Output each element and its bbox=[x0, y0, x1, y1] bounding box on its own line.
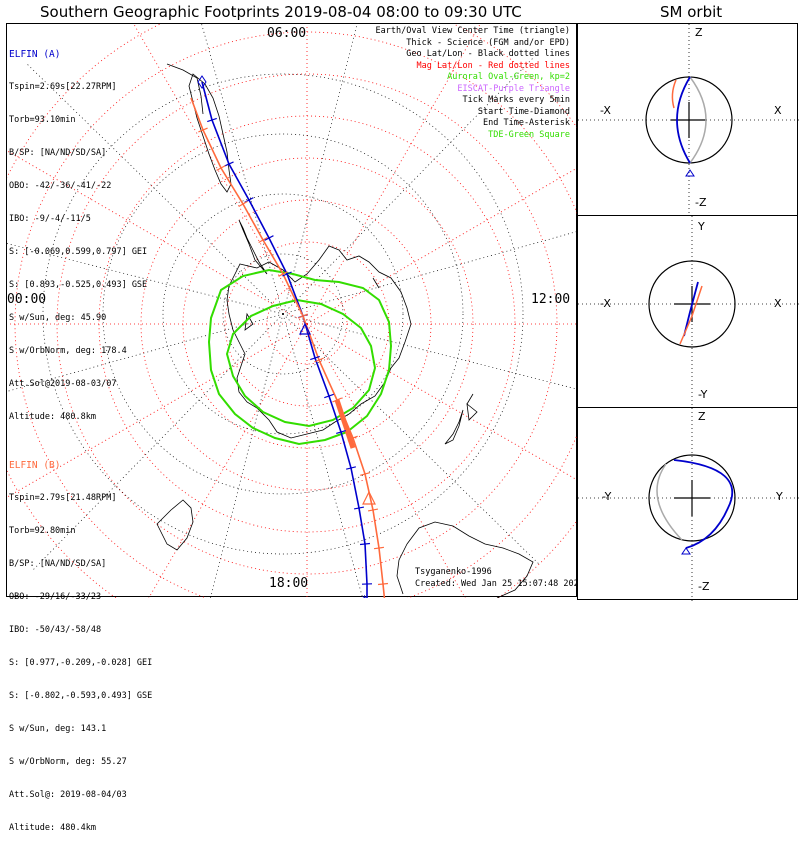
sm-orbit-plot bbox=[578, 24, 799, 217]
elfin-b-line: Tspin=2.79s[21.48RPM] bbox=[9, 493, 152, 504]
axis-label-bottom: -Y bbox=[698, 388, 707, 401]
legend-item: End Time-Asterisk bbox=[376, 118, 570, 130]
elfin-b-line: S: [0.977,-0.209,-0.028] GEI bbox=[9, 658, 152, 669]
elfin-b-line: S w/OrbNorm, deg: 55.27 bbox=[9, 757, 152, 768]
map-legend: Earth/Oval View Center Time (triangle)Th… bbox=[376, 26, 570, 141]
sm-orbit-panel-yz: Z -Z -Y Y bbox=[577, 407, 798, 600]
elfin-b-info: ELFIN (B) Tspin=2.79s[21.48RPM] Torb=92.… bbox=[9, 438, 152, 856]
geo-lon-line bbox=[283, 24, 372, 314]
elfin-a-track bbox=[202, 82, 367, 598]
sm-orbit-plot bbox=[578, 408, 799, 601]
geo-lon-line bbox=[194, 314, 283, 598]
elfin-b-line: S w/Sun, deg: 143.1 bbox=[9, 724, 152, 735]
elfin-a-line: S w/OrbNorm, deg: 178.4 bbox=[9, 346, 147, 357]
axis-label-right: X bbox=[774, 297, 782, 310]
legend-item: Thick - Science (FGM and/or EPD) bbox=[376, 38, 570, 50]
elfin-b-header: ELFIN (B) bbox=[9, 460, 152, 471]
elfin-a-info: ELFIN (A) Tspin=2.69s[22.27RPM] Torb=93.… bbox=[9, 27, 147, 445]
sm-orbit-plot bbox=[578, 216, 799, 409]
model-credit: Tsyganenko-1996 bbox=[415, 567, 492, 578]
elfin-a-end-asterisk: * bbox=[361, 593, 368, 598]
axis-label-left: -X bbox=[600, 104, 611, 117]
elfin-b-science-segment bbox=[337, 400, 353, 448]
axis-label-bottom: -Z bbox=[698, 580, 710, 593]
axis-label-right: X bbox=[774, 104, 782, 117]
elfin-a-header: ELFIN (A) bbox=[9, 49, 147, 60]
axis-label-top: Z bbox=[698, 410, 706, 423]
axis-label-right: Y bbox=[776, 490, 783, 503]
axis-label-top: Y bbox=[698, 220, 705, 233]
elfin-a-line: S: [-0.069,0.599,0.797] GEI bbox=[9, 247, 147, 258]
elfin-b-line: OBO: -29/16/-33/23 bbox=[9, 592, 152, 603]
elfin-b-tick bbox=[378, 583, 388, 584]
axis-label-left: -Y bbox=[602, 490, 611, 503]
elfin-b-line: S: [-0.802,-0.593,0.493] GSE bbox=[9, 691, 152, 702]
coastlines bbox=[157, 64, 533, 598]
axis-label-bottom: -Z bbox=[695, 196, 707, 209]
south-america-coast-2 bbox=[167, 64, 203, 114]
elfin-b-orbit bbox=[680, 286, 702, 344]
auroral-oval-inner bbox=[227, 300, 375, 426]
elfin-b-line: Att.Sol@: 2019-08-04/03 bbox=[9, 790, 152, 801]
africa-coast bbox=[157, 500, 193, 550]
sm-orbit-panel-xz: Z -Z -X X bbox=[577, 23, 798, 216]
elfin-b-orbit bbox=[657, 464, 682, 540]
mag-lon-line bbox=[307, 324, 517, 598]
elfin-b-tick bbox=[374, 547, 384, 548]
legend-item: Earth/Oval View Center Time (triangle) bbox=[376, 26, 570, 38]
legend-item: Auroral Oval-Green, kp=2 bbox=[376, 72, 570, 84]
elfin-a-line: S w/Sun, deg: 45.90 bbox=[9, 313, 147, 324]
elfin-a-tick bbox=[360, 543, 370, 544]
elfin-b-track bbox=[191, 98, 385, 598]
hour-label-right: 12:00 bbox=[531, 292, 570, 307]
antarctica-coast bbox=[227, 246, 411, 438]
elfin-a-line: S: [0.893,-0.525,0.493] GSE bbox=[9, 280, 147, 291]
axis-label-left: -X bbox=[600, 297, 611, 310]
elfin-b-line: Altitude: 480.4km bbox=[9, 823, 152, 834]
elfin-b-line: B/SP: [NA/ND/SD/SA] bbox=[9, 559, 152, 570]
elfin-a-line: B/SP: [NA/ND/SD/SA] bbox=[9, 148, 147, 159]
elfin-a-orbit bbox=[674, 460, 732, 548]
axis-label-top: Z bbox=[695, 26, 703, 39]
sm-orbit-panel-xy: Y -Y -X X bbox=[577, 215, 798, 408]
created-timestamp: Created: Wed Jan 25 15:07:48 2023 bbox=[415, 579, 584, 590]
elfin-a-line: IBO: -9/-4/-11/5 bbox=[9, 214, 147, 225]
elfin-b-tick bbox=[239, 201, 248, 206]
legend-item: Start Time-Diamond bbox=[376, 107, 570, 119]
elfin-a-line: OBO: -42/-36/-41/-22 bbox=[9, 181, 147, 192]
elfin-a-line: Torb=93.10min bbox=[9, 115, 147, 126]
legend-item: Mag Lat/Lon - Red dotted lines bbox=[376, 61, 570, 73]
elfin-a-line: Altitude: 480.8km bbox=[9, 412, 147, 423]
elfin-a-line: Tspin=2.69s[22.27RPM] bbox=[9, 82, 147, 93]
legend-item: Tick Marks every 5min bbox=[376, 95, 570, 107]
page-title: Southern Geographic Footprints 2019-08-0… bbox=[40, 3, 522, 21]
elfin-b-line: Torb=92.80min bbox=[9, 526, 152, 537]
elfin-b-line: IBO: -50/43/-58/48 bbox=[9, 625, 152, 636]
sm-orbit-title: SM orbit bbox=[660, 3, 722, 21]
legend-item: TDE-Green Square bbox=[376, 130, 570, 142]
elfin-a-line: Att.Sol@2019-08-03/07 bbox=[9, 379, 147, 390]
legend-item: EISCAT-Purple Triangle bbox=[376, 84, 570, 96]
hour-label-top: 06:00 bbox=[267, 26, 306, 41]
hour-label-bottom: 18:00 bbox=[269, 576, 308, 591]
legend-item: Geo Lat/Lon - Black dotted lines bbox=[376, 49, 570, 61]
footprint-map: * 06:00 00:00 12:00 18:00 ELFIN (A) Tspi… bbox=[6, 23, 577, 597]
